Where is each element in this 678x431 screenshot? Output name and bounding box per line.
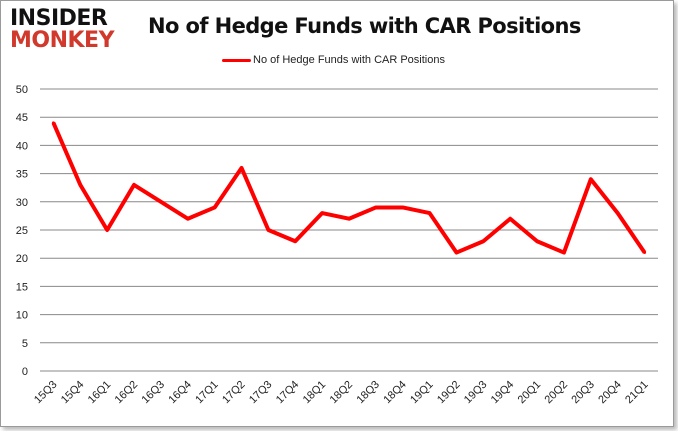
x-tick-label: 16Q1 xyxy=(86,379,114,407)
x-tick-label: 16Q2 xyxy=(113,379,141,407)
y-tick-label: 35 xyxy=(16,169,28,181)
data-point xyxy=(159,200,163,204)
y-tick-label: 20 xyxy=(16,253,28,265)
y-tick-label: 50 xyxy=(16,84,28,96)
data-point xyxy=(347,217,351,221)
insider-monkey-logo: INSIDER MONKEY xyxy=(10,6,115,53)
data-point xyxy=(401,205,405,209)
legend: No of Hedge Funds with CAR Positions xyxy=(222,54,445,66)
legend-swatch xyxy=(222,58,251,62)
y-tick-label: 5 xyxy=(22,338,28,350)
x-tick-label: 18Q2 xyxy=(328,379,356,407)
x-tick-label: 21Q1 xyxy=(623,379,651,407)
y-tick-label: 0 xyxy=(22,366,28,378)
y-tick-label: 25 xyxy=(16,225,28,237)
data-point xyxy=(266,228,270,232)
x-tick-label: 16Q4 xyxy=(166,379,194,407)
data-point xyxy=(562,251,566,255)
data-point xyxy=(428,211,432,215)
y-tick-label: 45 xyxy=(16,112,28,124)
series-line xyxy=(51,122,647,255)
data-point xyxy=(132,183,136,187)
x-tick-label: 20Q2 xyxy=(543,379,571,407)
x-tick-label: 19Q1 xyxy=(408,379,436,407)
x-tick-label: 16Q3 xyxy=(140,379,168,407)
data-point xyxy=(508,217,512,221)
x-tick-label: 15Q3 xyxy=(32,379,60,407)
x-tick-label: 18Q3 xyxy=(354,379,382,407)
data-point xyxy=(535,239,539,243)
x-tick-label: 20Q4 xyxy=(596,379,624,407)
data-point xyxy=(213,205,217,209)
data-point xyxy=(481,239,485,243)
data-point xyxy=(105,228,109,232)
chart-title: No of Hedge Funds with CAR Positions xyxy=(148,14,581,38)
data-point xyxy=(320,211,324,215)
y-tick-label: 10 xyxy=(16,310,28,322)
data-point xyxy=(643,251,647,255)
x-tick-label: 17Q4 xyxy=(274,379,302,407)
data-point xyxy=(186,217,190,221)
data-point xyxy=(293,239,297,243)
x-tick-label: 20Q3 xyxy=(569,379,597,407)
logo-line1: INSIDER xyxy=(10,6,108,31)
data-point xyxy=(454,251,458,255)
x-tick-label: 18Q4 xyxy=(381,379,409,407)
x-tick-label: 19Q2 xyxy=(435,379,463,407)
legend-label: No of Hedge Funds with CAR Positions xyxy=(253,54,445,66)
y-tick-label: 40 xyxy=(16,140,28,152)
data-point xyxy=(374,205,378,209)
data-point xyxy=(589,177,593,181)
y-tick-label: 15 xyxy=(16,281,28,293)
data-point xyxy=(240,166,244,170)
data-point xyxy=(78,183,82,187)
data-point xyxy=(51,121,55,125)
x-tick-label: 15Q4 xyxy=(59,379,87,407)
x-tick-label: 19Q3 xyxy=(462,379,490,407)
x-tick-label: 20Q1 xyxy=(516,379,544,407)
x-tick-label: 17Q3 xyxy=(247,379,275,407)
x-tick-label: 17Q1 xyxy=(193,379,221,407)
data-point xyxy=(616,211,620,215)
x-tick-label: 18Q1 xyxy=(301,379,329,407)
x-tick-label: 19Q4 xyxy=(489,379,517,407)
logo-line2: MONKEY xyxy=(10,28,115,53)
x-tick-label: 17Q2 xyxy=(220,379,248,407)
y-tick-label: 30 xyxy=(16,197,28,209)
